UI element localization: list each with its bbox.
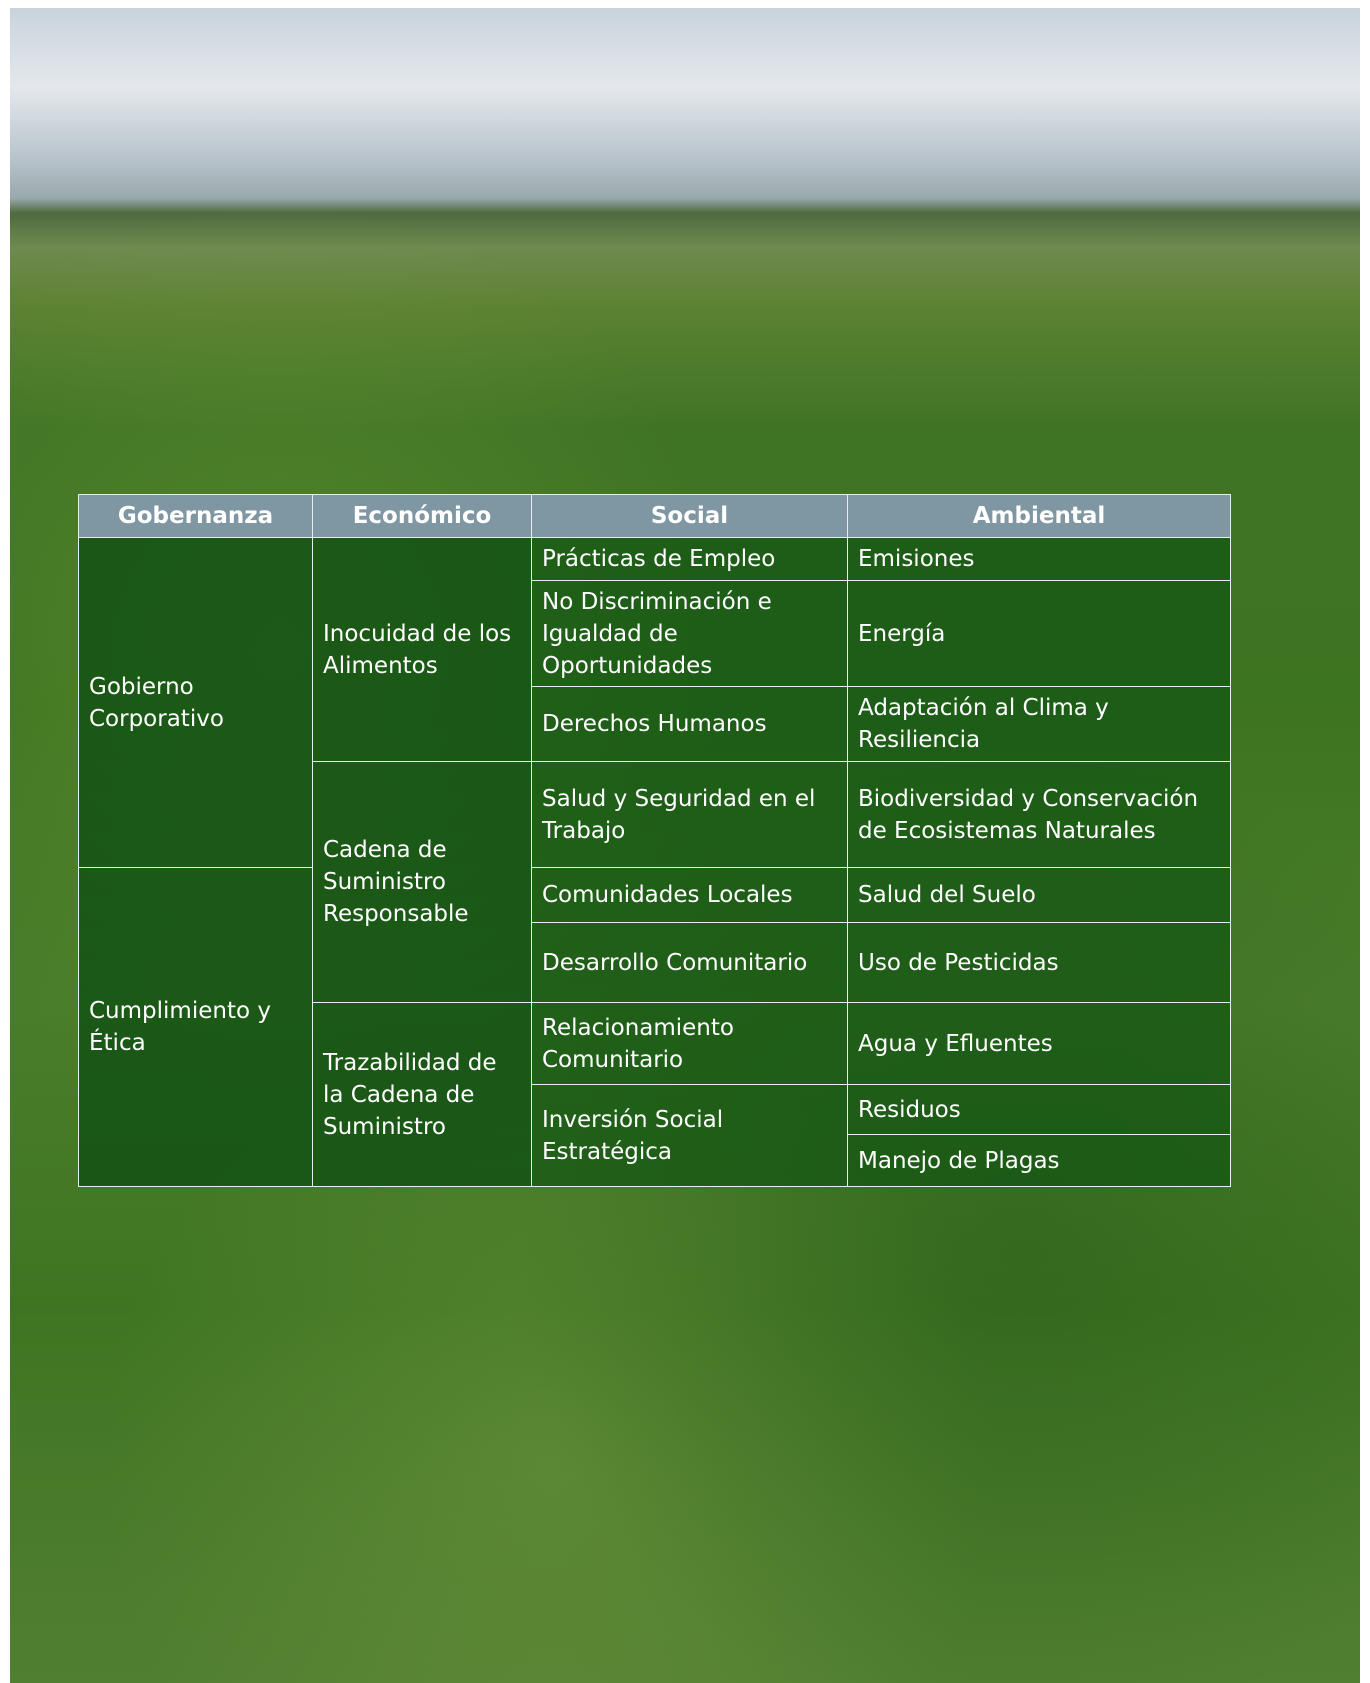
cell: Derechos Humanos	[531, 686, 848, 762]
cell: Inversión Social Estratégica	[531, 1084, 848, 1187]
cell: Residuos	[847, 1084, 1231, 1135]
cell: Uso de Pesticidas	[847, 922, 1231, 1003]
header: Económico	[312, 494, 532, 538]
cell: Biodiversidad y Conservación de Ecosiste…	[847, 761, 1231, 868]
cell: Salud y Seguridad en el Trabajo	[531, 761, 848, 868]
cell: Trazabilidad de la Cadena de Suministro	[312, 1002, 532, 1187]
cell: Agua y Efluentes	[847, 1002, 1231, 1085]
cell: Energía	[847, 580, 1231, 687]
header: Social	[531, 494, 848, 538]
header: Ambiental	[847, 494, 1231, 538]
header: Gobernanza	[78, 494, 313, 538]
cell: Relacionamiento Comunitario	[531, 1002, 848, 1085]
cell: Prácticas de Empleo	[531, 537, 848, 581]
cell: Adaptación al Clima y Resiliencia	[847, 686, 1231, 762]
topics-table: Gobernanza Económico Social Ambiental Go…	[78, 494, 1231, 1187]
cell: Cumplimiento y Ética	[78, 867, 313, 1187]
cell: Desarrollo Comunitario	[531, 922, 848, 1003]
cell: Inocuidad de los Alimentos	[312, 537, 532, 762]
cell: Emisiones	[847, 537, 1231, 581]
cell: No Discriminación e Igualdad de Oportuni…	[531, 580, 848, 687]
cell: Comunidades Locales	[531, 867, 848, 923]
cell: Gobierno Corporativo	[78, 537, 313, 868]
cell: Salud del Suelo	[847, 867, 1231, 923]
cell: Manejo de Plagas	[847, 1134, 1231, 1187]
cell: Cadena de Suministro Responsable	[312, 761, 532, 1003]
